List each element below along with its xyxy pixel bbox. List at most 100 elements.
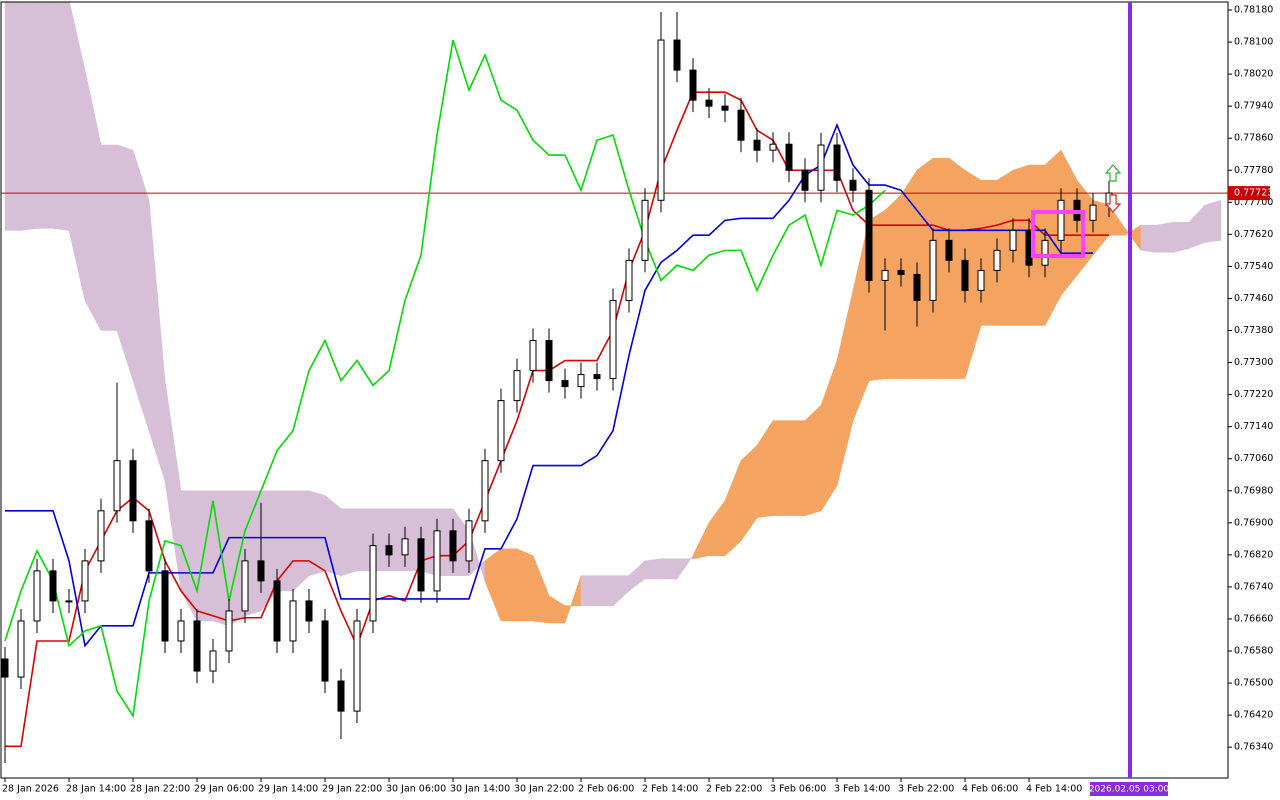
candle-body xyxy=(49,570,57,602)
candle-body xyxy=(561,380,569,388)
y-tick-label: 0.76900 xyxy=(1234,517,1273,528)
candle-body xyxy=(385,545,393,556)
cloud-segment xyxy=(516,548,534,622)
candle-body xyxy=(1,658,9,678)
indicator-line xyxy=(5,91,1109,748)
y-tick-label: 0.76340 xyxy=(1234,742,1273,753)
x-tick-label: 30 Jan 06:00 xyxy=(386,784,446,795)
cloud-segment xyxy=(1204,199,1222,243)
x-tick-label: 3 Feb 22:00 xyxy=(898,784,954,795)
candle-body xyxy=(449,530,457,562)
candle-body xyxy=(65,600,73,603)
plot-frame xyxy=(0,1,1229,779)
x-tick-label: 28 Jan 2026 xyxy=(2,784,59,795)
candle-body xyxy=(305,600,313,622)
candle-body xyxy=(721,105,729,111)
candle-body xyxy=(241,560,249,612)
cloud-segment xyxy=(36,2,54,229)
cloud-segment xyxy=(1140,224,1158,253)
candle-body xyxy=(145,520,153,572)
y-tick-label: 0.77060 xyxy=(1234,453,1273,464)
cloud-segment xyxy=(4,2,22,231)
indicator-line xyxy=(5,122,1093,648)
candle-body xyxy=(801,169,809,191)
candle-body xyxy=(209,650,217,672)
y-tick-label: 0.76580 xyxy=(1234,646,1273,657)
candle-body xyxy=(177,620,185,642)
y-tick-label: 0.78020 xyxy=(1234,69,1273,80)
y-tick-label: 0.77540 xyxy=(1234,261,1273,272)
x-tick-label: 4 Feb 14:00 xyxy=(1026,784,1082,795)
y-tick-label: 0.77380 xyxy=(1234,325,1273,336)
y-tick-label: 0.77300 xyxy=(1234,357,1273,368)
cloud-segment xyxy=(292,490,310,592)
candle-body xyxy=(337,680,345,712)
indicator-line xyxy=(4,39,886,719)
cloud-segment xyxy=(788,420,806,516)
x-tick-label: 28 Jan 14:00 xyxy=(66,784,126,795)
y-tick-label: 0.78180 xyxy=(1234,5,1273,16)
y-tick-label: 0.77460 xyxy=(1234,293,1273,304)
candle-body xyxy=(417,538,425,592)
candle-body xyxy=(481,460,489,522)
sell-arrow xyxy=(1104,194,1122,213)
candle-body xyxy=(625,259,633,301)
cloud-segment xyxy=(340,508,358,577)
y-tick-label: 0.77940 xyxy=(1234,101,1273,112)
x-tick-label: 29 Jan 14:00 xyxy=(258,784,318,795)
x-tick-label: 30 Jan 22:00 xyxy=(514,784,574,795)
candle-body xyxy=(737,109,745,141)
x-tick-label: 30 Jan 14:00 xyxy=(450,784,510,795)
candle-body xyxy=(753,139,761,151)
candle-body xyxy=(113,460,121,512)
y-tick-label: 0.76740 xyxy=(1234,581,1273,592)
cloud-segment xyxy=(52,2,70,231)
cloud-segment xyxy=(660,558,678,580)
cloud-segment xyxy=(20,2,38,231)
x-tick-label: 28 Jan 22:00 xyxy=(130,784,190,795)
x-tick-label: 29 Jan 22:00 xyxy=(322,784,382,795)
candle-body xyxy=(833,144,841,181)
candle-body xyxy=(961,259,969,291)
candle-body xyxy=(865,189,873,281)
candle-body xyxy=(273,580,281,642)
candle-body xyxy=(897,269,905,275)
candle-body xyxy=(161,570,169,642)
cloud-segment xyxy=(580,575,598,607)
candle-body xyxy=(225,610,233,652)
cloud-segment xyxy=(596,575,614,607)
cloud-segment xyxy=(1156,221,1174,253)
cloud-segment xyxy=(500,548,518,622)
candle-body xyxy=(913,273,921,301)
candle-body xyxy=(97,510,105,562)
candle-body xyxy=(769,143,777,151)
candle-body xyxy=(577,374,585,388)
candle-body xyxy=(673,39,681,71)
candle-body xyxy=(609,299,617,380)
y-tick-label: 0.77860 xyxy=(1234,133,1273,144)
x-tick-label: 3 Feb 14:00 xyxy=(834,784,890,795)
candle-body xyxy=(1009,229,1017,251)
overlay xyxy=(1031,164,1122,258)
candle-body xyxy=(129,460,137,522)
y-tick-label: 0.76420 xyxy=(1234,710,1273,721)
candle-body xyxy=(817,144,825,191)
candle-body xyxy=(33,570,41,622)
cloud-segment xyxy=(276,490,294,592)
candle-body xyxy=(977,269,985,291)
candle-body xyxy=(193,620,201,672)
candle-body xyxy=(257,560,265,582)
cloud-segment xyxy=(100,144,118,331)
candle-body xyxy=(593,374,601,380)
candle-body xyxy=(689,69,697,101)
x-tick-label: 3 Feb 06:00 xyxy=(770,784,826,795)
candle-body xyxy=(465,520,473,562)
current-price-label: 0.77723 xyxy=(1234,188,1273,199)
candle-body xyxy=(929,239,937,301)
cloud-segment xyxy=(772,420,790,516)
x-tick-label: 2 Feb 14:00 xyxy=(642,784,698,795)
cloud-segment xyxy=(132,150,150,431)
candle-body xyxy=(1041,239,1049,266)
